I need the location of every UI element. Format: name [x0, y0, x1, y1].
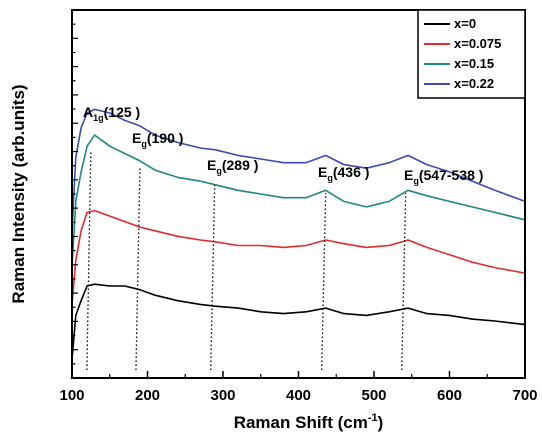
series-line-3	[71, 108, 526, 231]
peak-label: Eg(547-538 )	[404, 167, 483, 186]
legend-label: x=0.15	[454, 56, 494, 71]
peak-label: Eg(436 )	[318, 164, 369, 183]
peak-label: Eg(289 )	[207, 157, 258, 176]
x-tick-label: 600	[437, 387, 462, 404]
legend-label: x=0	[454, 16, 476, 31]
series-line-2	[71, 134, 526, 268]
legend-label: x=0.22	[454, 76, 494, 91]
y-axis-title: Raman Intensity (arb.units)	[9, 84, 28, 303]
peak-guide-lines	[86, 149, 407, 371]
x-tick-label: 200	[135, 387, 160, 404]
peak-guide-line	[321, 192, 327, 371]
peak-label: Eg(190 )	[132, 130, 183, 149]
x-tick-label: 100	[59, 387, 84, 404]
x-tick-label: 400	[286, 387, 311, 404]
series-line-0	[71, 283, 526, 360]
x-axis-title: Raman Shift (cm-1)	[234, 412, 384, 432]
series-line-1	[71, 209, 526, 305]
peak-label: A1g(125 )	[83, 104, 140, 123]
x-tick-label: 300	[210, 387, 235, 404]
peak-guide-line	[401, 192, 407, 371]
x-tick-label: 700	[512, 387, 537, 404]
peak-guide-line	[86, 149, 92, 371]
peak-guide-line	[210, 184, 216, 371]
legend: x=0 x=0.075 x=0.15 x=0.22	[417, 9, 526, 99]
peak-guide-line	[135, 167, 141, 371]
legend-label: x=0.075	[454, 36, 501, 51]
peak-annotations: A1g(125 ) Eg(190 ) Eg(289 ) Eg(436 ) Eg(547-…	[83, 104, 483, 186]
axis-ticks: 100 200 300 400 500 600 700	[59, 9, 538, 404]
series-lines	[71, 108, 526, 360]
x-tick-label: 500	[361, 387, 386, 404]
axis-titles: Raman Shift (cm-1) Raman Intensity (arb.u…	[9, 84, 383, 432]
